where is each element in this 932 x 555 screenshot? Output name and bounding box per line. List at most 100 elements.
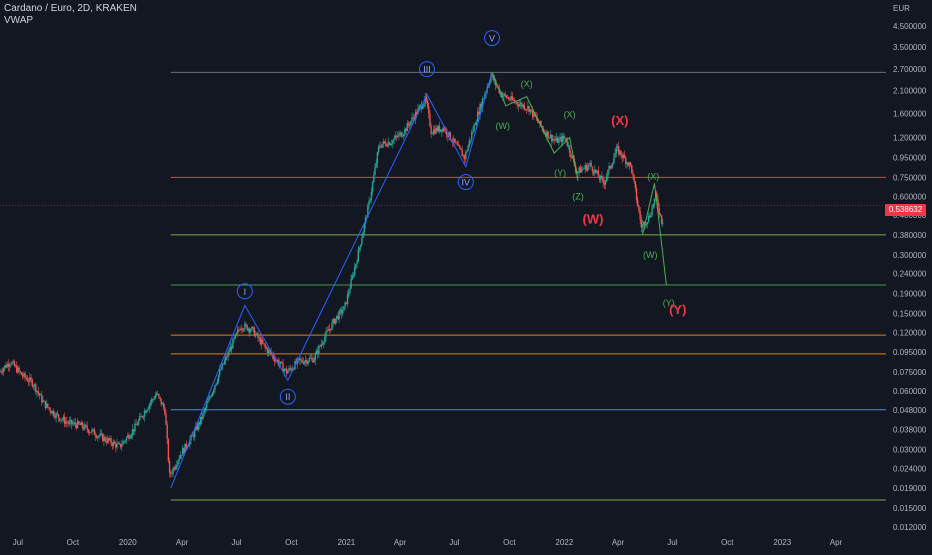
time-tick-label: Jul <box>449 538 459 547</box>
candle-body <box>272 355 275 359</box>
price-tick-label: 0.380000 <box>893 231 927 240</box>
candle-body <box>21 375 24 377</box>
candle-body <box>4 365 6 369</box>
indicator-label[interactable]: VWAP <box>4 15 34 26</box>
candle-body <box>355 264 357 268</box>
candle-body <box>357 249 359 262</box>
wave-label[interactable]: III <box>423 65 431 75</box>
wave-label[interactable]: (Y) <box>663 298 675 308</box>
candle-body <box>471 132 473 140</box>
candle-body <box>278 363 281 365</box>
wave-label[interactable]: (X) <box>521 79 533 89</box>
candle-body <box>112 441 115 446</box>
candle-body <box>336 315 338 319</box>
candle-body <box>595 169 597 173</box>
candle-body <box>312 358 314 363</box>
candle-body <box>472 130 474 133</box>
candle-body <box>658 207 660 214</box>
candle-body <box>288 367 290 372</box>
candle-body <box>333 318 336 324</box>
candle-body <box>520 102 522 105</box>
candle-body <box>68 421 70 424</box>
candle-body <box>6 363 8 368</box>
candle-body <box>91 429 93 433</box>
candle-body <box>558 138 560 143</box>
candle-body <box>551 134 553 142</box>
candle-body <box>222 363 225 365</box>
candle-body <box>307 361 309 364</box>
candle-body <box>602 178 604 183</box>
candle-body <box>349 288 351 293</box>
candle-body <box>559 136 561 139</box>
candle-body <box>484 94 486 99</box>
candle-body <box>282 362 284 372</box>
price-tick-label: 0.150000 <box>893 309 927 318</box>
candle-body <box>496 85 498 87</box>
candle-body <box>439 129 442 132</box>
wave-label[interactable]: (W) <box>496 121 511 131</box>
candle-body <box>128 435 130 439</box>
candle-body <box>375 163 377 168</box>
wave-label[interactable]: (W) <box>582 212 603 227</box>
candle-body <box>504 93 506 96</box>
candle-body <box>443 127 445 131</box>
candle-body <box>351 275 354 279</box>
candle-body <box>20 372 23 376</box>
candle-body <box>277 359 279 365</box>
candle-body <box>38 393 41 396</box>
candle-body <box>643 221 645 225</box>
wave-label[interactable]: (Z) <box>572 191 584 201</box>
candle-body <box>116 443 118 448</box>
candle-body <box>173 467 176 470</box>
candle-body <box>522 104 524 107</box>
secondary-wave-line[interactable] <box>491 72 579 181</box>
candle-body <box>585 165 588 171</box>
secondary-wave-line[interactable] <box>642 183 667 286</box>
symbol-title[interactable]: Cardano / Euro, 2D, KRAKEN <box>4 3 137 14</box>
wave-label[interactable]: (X) <box>611 113 628 128</box>
candle-body <box>430 126 432 134</box>
wave-label[interactable]: (Y) <box>554 168 566 178</box>
candle-body <box>546 131 548 137</box>
candle-body <box>322 342 325 344</box>
candle-body <box>56 413 59 415</box>
wave-label[interactable]: (Y) <box>669 302 686 317</box>
candle-body <box>162 403 165 408</box>
candle-body <box>417 108 419 115</box>
primary-wave-line[interactable] <box>170 72 493 489</box>
candle-body <box>247 328 250 331</box>
candle-body <box>150 399 153 403</box>
candle-body <box>541 126 543 129</box>
wave-label[interactable]: II <box>285 392 290 402</box>
candle-body <box>598 176 601 180</box>
candle-body <box>594 169 596 174</box>
wave-label[interactable]: (W) <box>643 250 658 260</box>
candle-body <box>566 141 568 146</box>
candle-body <box>26 378 29 382</box>
candle-body <box>81 422 84 428</box>
candle-body <box>122 441 124 445</box>
candle-body <box>124 440 127 442</box>
candle-body <box>107 438 110 441</box>
candle-body <box>253 327 256 337</box>
candle-body <box>563 136 565 139</box>
price-axis-panel[interactable] <box>886 0 932 550</box>
wave-label[interactable]: V <box>489 34 495 44</box>
wave-label[interactable]: I <box>244 287 247 297</box>
candle-body <box>12 361 14 363</box>
wave-label[interactable]: (X) <box>647 171 659 181</box>
candle-body <box>248 328 251 333</box>
candle-body <box>201 416 203 419</box>
wave-label[interactable]: (X) <box>564 109 576 119</box>
candle-body <box>225 356 227 361</box>
wave-label[interactable]: IV <box>462 178 471 188</box>
candle-body <box>10 364 12 366</box>
candle-body <box>309 358 312 359</box>
candle-body <box>199 416 202 425</box>
candle-body <box>330 328 332 330</box>
candle-body <box>428 106 430 114</box>
candle-body <box>238 329 240 331</box>
candle-body <box>154 395 156 399</box>
candle-body <box>250 329 252 333</box>
